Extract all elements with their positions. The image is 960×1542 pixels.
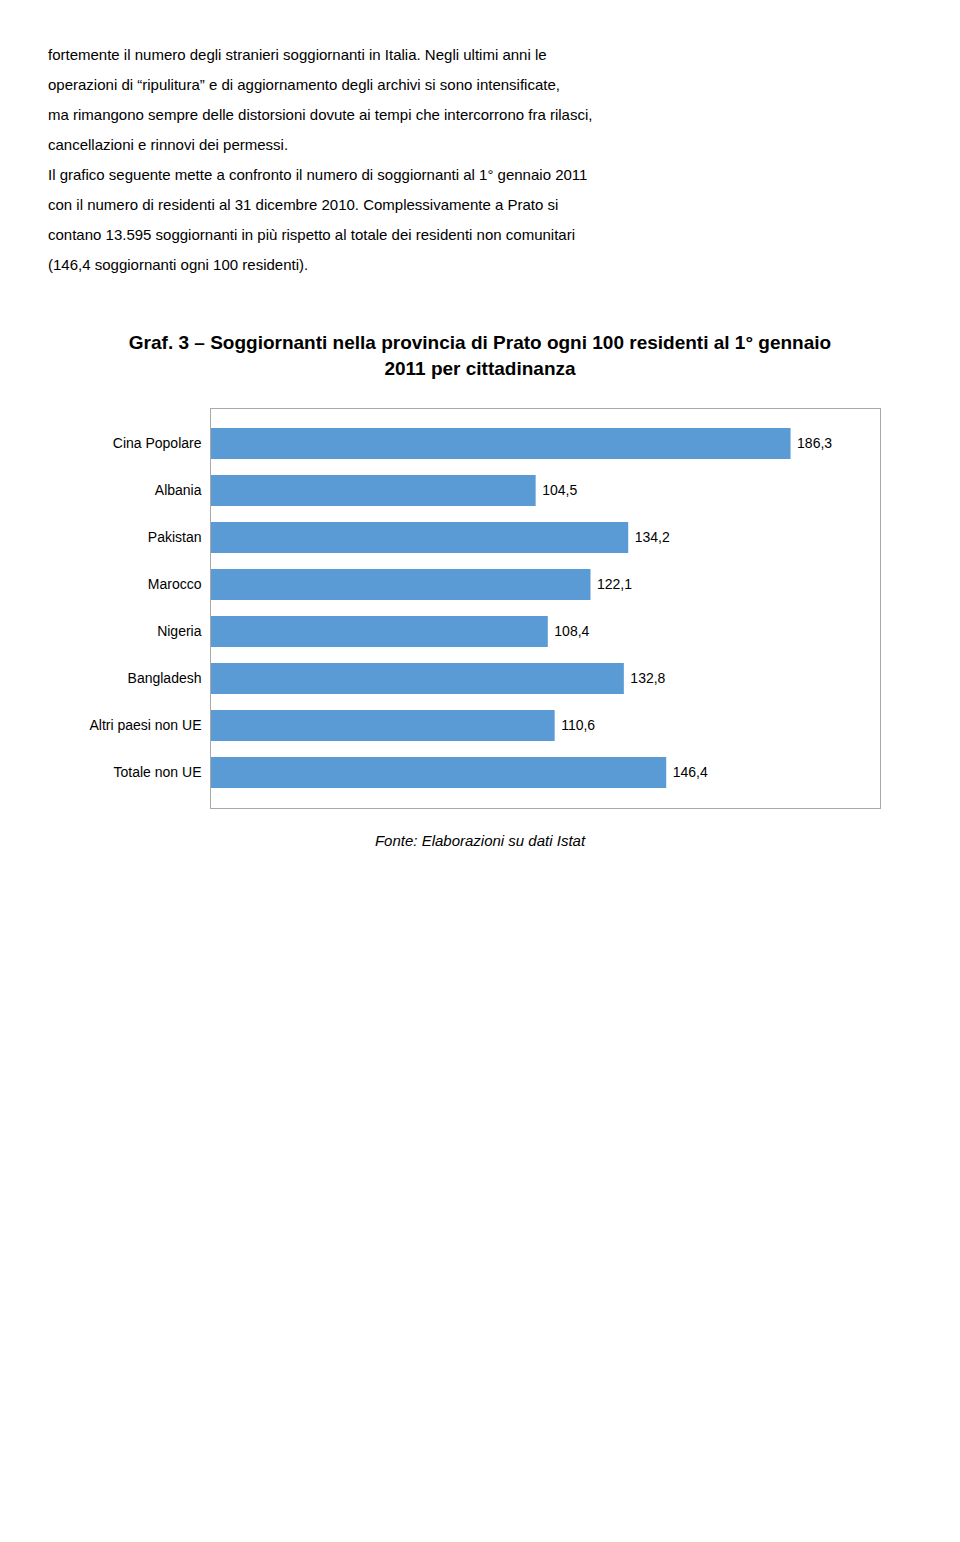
svg-text:132,8: 132,8 xyxy=(630,670,665,686)
svg-text:186,3: 186,3 xyxy=(797,435,832,451)
svg-text:134,2: 134,2 xyxy=(635,529,670,545)
svg-text:104,5: 104,5 xyxy=(542,482,577,498)
html-text:con il numero di residenti al: con il numero di residenti al 31 dicembr… xyxy=(48,196,559,213)
html-text:ma rimangono sempre delle dist: ma rimangono sempre delle distorsioni do… xyxy=(48,106,593,123)
svg-text:110,6: 110,6 xyxy=(561,717,595,733)
svg-text:Cina Popolare: Cina Popolare xyxy=(113,435,202,451)
html-text:cancellazioni e rinnovi dei pe: cancellazioni e rinnovi dei permessi. xyxy=(48,136,289,153)
html-text:operazioni di “ripulitura” e d: operazioni di “ripulitura” e di aggiorna… xyxy=(48,76,560,93)
svg-text:Totale non UE: Totale non UE xyxy=(114,764,202,780)
svg-text:Marocco: Marocco xyxy=(148,576,202,592)
html-text:(146,4 soggiornanti ogni 100 r: (146,4 soggiornanti ogni 100 residenti). xyxy=(48,256,309,273)
html-text:Fonte: Elaborazioni su dati Is: Fonte: Elaborazioni su dati Istat xyxy=(374,832,586,849)
svg-text:146,4: 146,4 xyxy=(673,764,708,780)
svg-text:Albania: Albania xyxy=(155,482,202,498)
svg-text:Bangladesh: Bangladesh xyxy=(128,670,202,686)
svg-text:Altri paesi non UE: Altri paesi non UE xyxy=(89,717,201,733)
html-text:Il grafico seguente mette a co: Il grafico seguente mette a confronto il… xyxy=(48,166,588,183)
html-text:Graf. 3 – Soggiornanti nella p: Graf. 3 – Soggiornanti nella provincia d… xyxy=(128,332,832,379)
svg-text:Nigeria: Nigeria xyxy=(157,623,202,639)
html-text:contano 13.595 soggiornanti in: contano 13.595 soggiornanti in più rispe… xyxy=(48,226,575,243)
svg-text:Pakistan: Pakistan xyxy=(148,529,202,545)
svg-text:108,4: 108,4 xyxy=(554,623,589,639)
svg-text:122,1: 122,1 xyxy=(597,576,632,592)
html-text:fortemente il numero degli str: fortemente il numero degli stranieri sog… xyxy=(48,46,547,63)
